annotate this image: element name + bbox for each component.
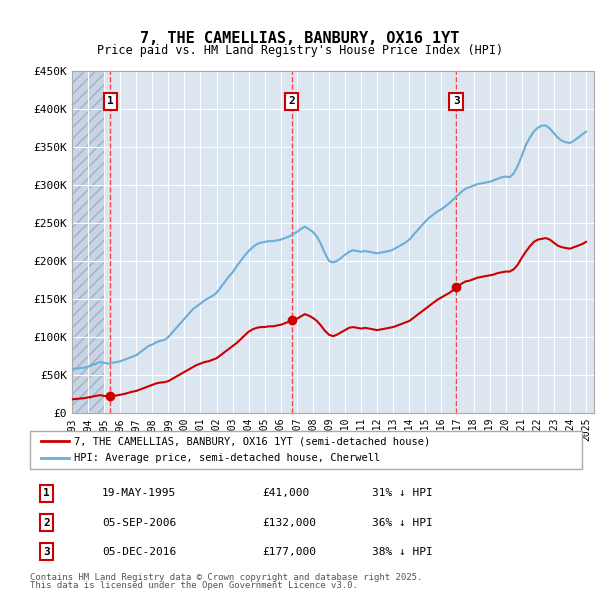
Text: 05-SEP-2006: 05-SEP-2006 — [102, 517, 176, 527]
Text: Price paid vs. HM Land Registry's House Price Index (HPI): Price paid vs. HM Land Registry's House … — [97, 44, 503, 57]
Text: 1: 1 — [43, 489, 50, 498]
Text: 05-DEC-2016: 05-DEC-2016 — [102, 547, 176, 557]
Text: 36% ↓ HPI: 36% ↓ HPI — [372, 517, 433, 527]
Text: £132,000: £132,000 — [262, 517, 316, 527]
Bar — [72, 71, 104, 413]
Text: 2: 2 — [289, 96, 295, 106]
Text: 31% ↓ HPI: 31% ↓ HPI — [372, 489, 433, 498]
Text: £41,000: £41,000 — [262, 489, 309, 498]
Text: 7, THE CAMELLIAS, BANBURY, OX16 1YT: 7, THE CAMELLIAS, BANBURY, OX16 1YT — [140, 31, 460, 46]
Text: 1: 1 — [107, 96, 113, 106]
Text: HPI: Average price, semi-detached house, Cherwell: HPI: Average price, semi-detached house,… — [74, 453, 380, 463]
Text: This data is licensed under the Open Government Licence v3.0.: This data is licensed under the Open Gov… — [30, 581, 358, 590]
Text: 38% ↓ HPI: 38% ↓ HPI — [372, 547, 433, 557]
Text: Contains HM Land Registry data © Crown copyright and database right 2025.: Contains HM Land Registry data © Crown c… — [30, 572, 422, 582]
Text: £177,000: £177,000 — [262, 547, 316, 557]
Text: 3: 3 — [43, 547, 50, 557]
Text: 19-MAY-1995: 19-MAY-1995 — [102, 489, 176, 498]
Text: 3: 3 — [453, 96, 460, 106]
Text: 7, THE CAMELLIAS, BANBURY, OX16 1YT (semi-detached house): 7, THE CAMELLIAS, BANBURY, OX16 1YT (sem… — [74, 437, 430, 447]
FancyBboxPatch shape — [30, 431, 582, 469]
Text: 2: 2 — [43, 517, 50, 527]
